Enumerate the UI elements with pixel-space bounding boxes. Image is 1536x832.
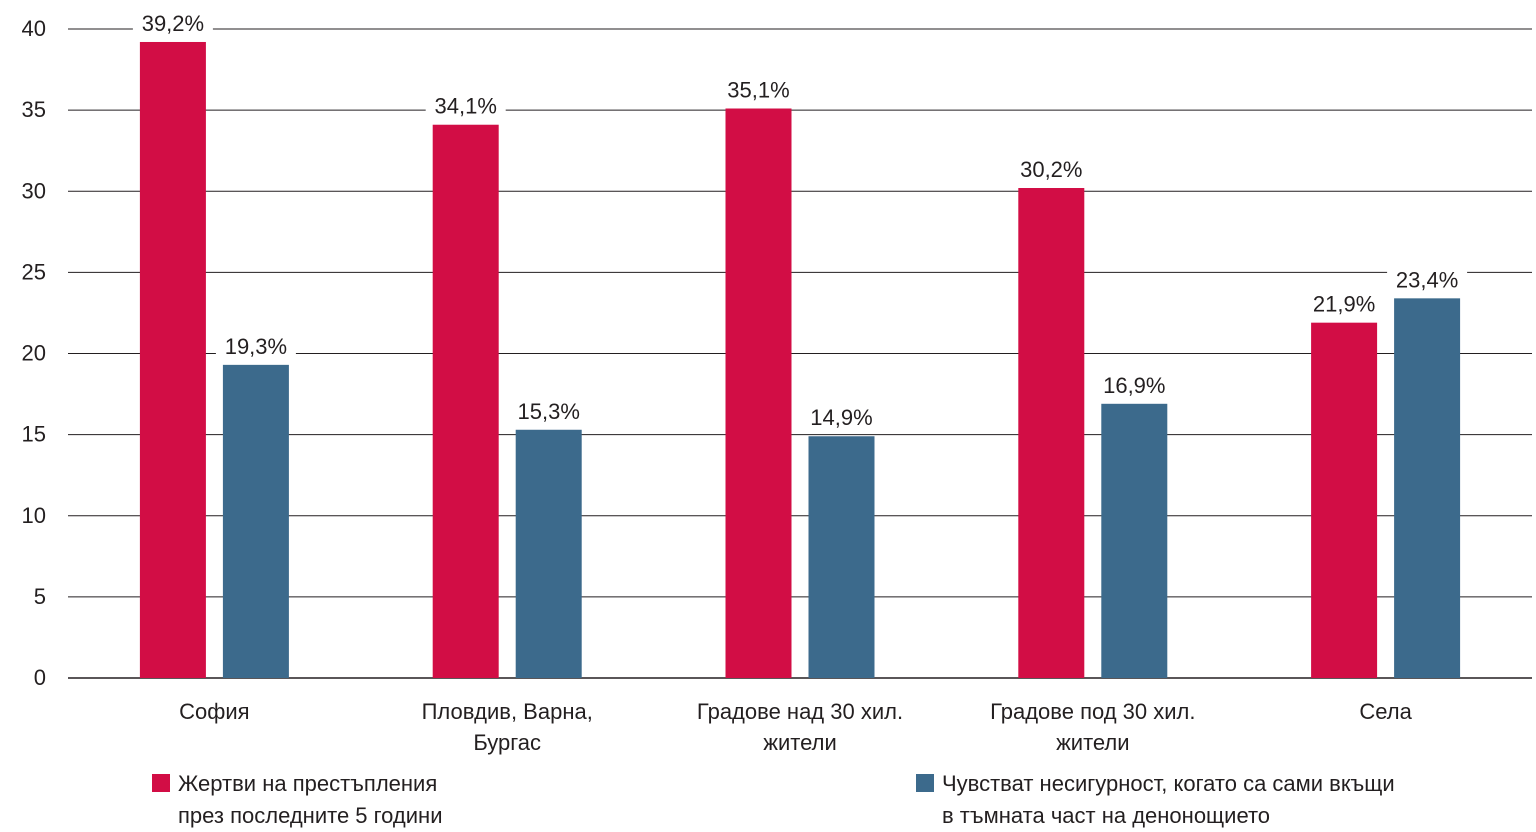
- y-tick-label-0: 0: [34, 665, 46, 690]
- bar-s1-c0: [222, 364, 289, 678]
- data-label-bg-s1-c2: [801, 406, 882, 431]
- x-category-label-2-line1: жители: [763, 730, 836, 755]
- y-tick-label-5: 5: [34, 584, 46, 609]
- y-tick-label-30: 30: [22, 178, 46, 203]
- legend-label-insecurity-line2: в тъмната част на денонощието: [942, 803, 1271, 828]
- data-label-bg-s0-c1: [425, 94, 506, 119]
- x-category-label-2-line0: Градове над 30 хил.: [697, 699, 903, 724]
- data-label-s0-c2: 35,1%: [727, 78, 789, 103]
- data-label-s1-c3: 16,9%: [1103, 373, 1165, 398]
- x-category-label-3-line1: жители: [1056, 730, 1129, 755]
- data-label-bg-s1-c4: [1387, 268, 1468, 293]
- y-tick-label-10: 10: [22, 503, 46, 528]
- data-label-bg-s0-c2: [718, 78, 799, 103]
- bar-s1-c3: [1101, 403, 1168, 678]
- bar-s0-c1: [432, 124, 499, 679]
- data-label-s0-c4: 21,9%: [1313, 292, 1375, 317]
- x-category-label-0-line0: София: [179, 699, 249, 724]
- legend-label-victims-line2: през последните 5 години: [178, 803, 443, 828]
- data-label-s1-c4: 23,4%: [1396, 267, 1458, 292]
- y-tick-label-20: 20: [22, 341, 46, 366]
- data-label-s0-c3: 30,2%: [1020, 157, 1082, 182]
- data-label-s1-c1: 15,3%: [518, 399, 580, 424]
- legend-swatch-insecurity: [916, 774, 934, 792]
- data-label-s1-c2: 14,9%: [810, 405, 872, 430]
- y-tick-label-40: 40: [22, 16, 46, 41]
- data-label-bg-s1-c1: [508, 399, 589, 424]
- bar-chart: 0 5 10 15 20 25 30 35 40 39,2% 19,3% София 34,1% 15,3…: [22, 11, 1532, 755]
- x-category-label-1-line0: Пловдив, Варна,: [422, 699, 593, 724]
- data-label-bg-s1-c3: [1094, 373, 1175, 398]
- y-tick-label-15: 15: [22, 422, 46, 447]
- data-label-s0-c0: 39,2%: [142, 11, 204, 36]
- bar-s0-c0: [139, 41, 206, 679]
- data-label-bg-s0-c3: [1011, 158, 1092, 183]
- data-label-s1-c0: 19,3%: [225, 334, 287, 359]
- legend-label-victims-line1: Жертви на престъпления: [178, 771, 438, 796]
- legend-label-insecurity-line1: Чувстват несигурност, когато са сами вкъ…: [942, 771, 1395, 796]
- bar-s0-c3: [1018, 188, 1085, 678]
- legend-swatch-victims: [152, 774, 170, 792]
- y-tick-label-35: 35: [22, 97, 46, 122]
- bar-s1-c2: [808, 436, 875, 678]
- bar-s0-c4: [1311, 322, 1378, 678]
- x-category-label-1-line1: Бургас: [473, 730, 541, 755]
- bar-s0-c2: [725, 108, 792, 678]
- data-label-bg-s0-c0: [132, 11, 213, 36]
- data-label-bg-s1-c0: [215, 334, 296, 359]
- data-label-s0-c1: 34,1%: [435, 94, 497, 119]
- x-category-label-4-line0: Села: [1359, 699, 1412, 724]
- data-label-bg-s0-c4: [1304, 292, 1385, 317]
- bar-s1-c4: [1394, 298, 1461, 678]
- bar-s1-c1: [515, 429, 582, 678]
- y-tick-label-25: 25: [22, 259, 46, 284]
- x-category-label-3-line0: Градове под 30 хил.: [990, 699, 1195, 724]
